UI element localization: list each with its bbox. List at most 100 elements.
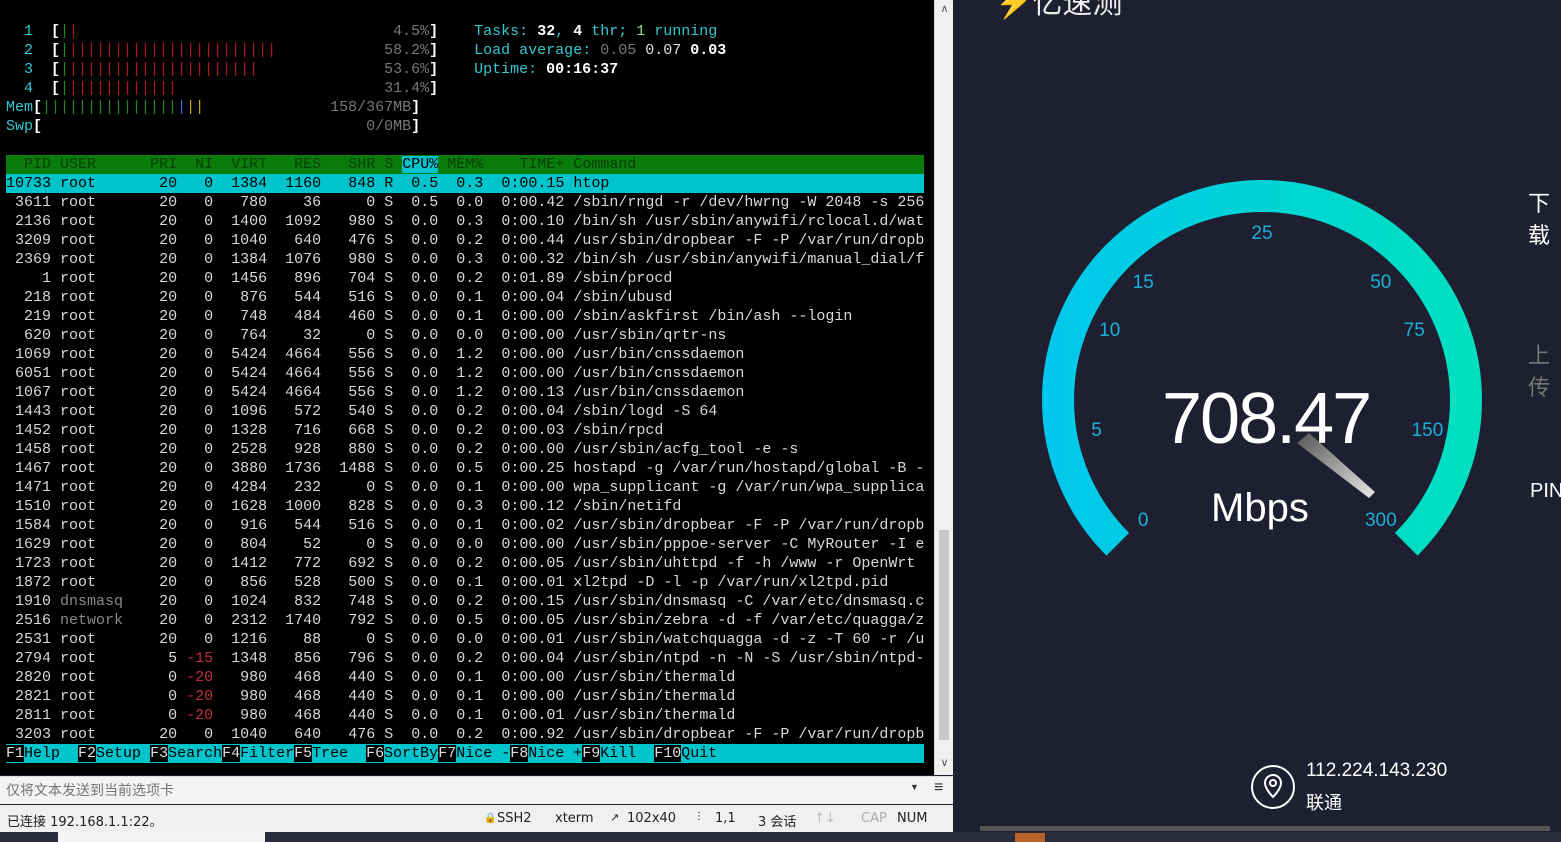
- sep: [564, 574, 573, 591]
- function-key-label[interactable]: Help: [24, 745, 79, 762]
- process-row[interactable]: 1584 root 20 0 916 544 516 S 0.0 0.1 0:0…: [6, 516, 924, 535]
- cell-command: /usr/sbin/zebra -d -f /var/etc/quagga/z: [573, 612, 924, 629]
- process-row[interactable]: 1443 root 20 0 1096 572 540 S 0.0 0.2 0:…: [6, 402, 924, 421]
- column-header-virt[interactable]: VIRT: [222, 156, 268, 173]
- menu-icon[interactable]: ≡: [934, 779, 944, 796]
- cell-pid: 1: [6, 270, 52, 287]
- process-row[interactable]: 1910 dnsmasq 20 0 1024 832 748 S 0.0 0.2…: [6, 592, 924, 611]
- process-row[interactable]: 10733 root 20 0 1384 1160 848 R 0.5 0.3 …: [6, 174, 924, 193]
- sep: [177, 669, 186, 686]
- function-key-f6[interactable]: F6: [366, 745, 385, 762]
- cpu-meter-1: 1 [|| 4.5%] Tasks: 32, 4 thr; 1 running: [6, 22, 924, 41]
- process-row[interactable]: 218 root 20 0 876 544 516 S 0.0 0.1 0:00…: [6, 288, 924, 307]
- scrollbar-thumb[interactable]: [939, 530, 949, 740]
- process-row[interactable]: 1467 root 20 0 3880 1736 1488 S 0.0 0.5 …: [6, 459, 924, 478]
- sep: [213, 232, 222, 249]
- function-key-label[interactable]: Search: [168, 745, 223, 762]
- send-text-input[interactable]: [6, 780, 896, 802]
- cell-time: 0:00.01: [492, 574, 565, 591]
- process-row[interactable]: 620 root 20 0 764 32 0 S 0.0 0.0 0:00.00…: [6, 326, 924, 345]
- cell-ni: -15: [186, 650, 214, 667]
- process-row[interactable]: 2821 root 0 -20 980 468 440 S 0.0 0.1 0:…: [6, 687, 924, 706]
- column-header-cpu[interactable]: CPU%: [402, 156, 439, 173]
- process-row[interactable]: 1872 root 20 0 856 528 500 S 0.0 0.1 0:0…: [6, 573, 924, 592]
- process-row[interactable]: 1471 root 20 0 4284 232 0 S 0.0 0.1 0:00…: [6, 478, 924, 497]
- function-key-label[interactable]: Filter: [240, 745, 295, 762]
- function-key-f7[interactable]: F7: [438, 745, 457, 762]
- process-row[interactable]: 6051 root 20 0 5424 4664 556 S 0.0 1.2 0…: [6, 364, 924, 383]
- cell-cpu: 0.0: [402, 460, 439, 477]
- process-row[interactable]: 1067 root 20 0 5424 4664 556 S 0.0 1.2 0…: [6, 383, 924, 402]
- cell-pid: 2516: [6, 612, 52, 629]
- function-key-f9[interactable]: F9: [582, 745, 601, 762]
- sep: [438, 194, 447, 211]
- process-row[interactable]: 3611 root 20 0 780 36 0 S 0.5 0.0 0:00.4…: [6, 193, 924, 212]
- cell-command: /usr/bin/cnssdaemon: [573, 384, 745, 401]
- function-key-label[interactable]: Tree: [312, 745, 367, 762]
- process-row[interactable]: 3209 root 20 0 1040 640 476 S 0.0 0.2 0:…: [6, 231, 924, 250]
- sep: [213, 289, 222, 306]
- function-key-label[interactable]: Nice -: [456, 745, 511, 762]
- sep: [438, 669, 447, 686]
- column-header-pid[interactable]: PID: [6, 156, 52, 173]
- cell-cpu: 0.0: [402, 498, 439, 515]
- isp-name: 联通: [1306, 793, 1342, 813]
- process-row[interactable]: 2811 root 0 -20 980 468 440 S 0.0 0.1 0:…: [6, 706, 924, 725]
- process-row[interactable]: 2531 root 20 0 1216 88 0 S 0.0 0.0 0:00.…: [6, 630, 924, 649]
- cell-virt: 5424: [222, 346, 268, 363]
- process-row[interactable]: 1510 root 20 0 1628 1000 828 S 0.0 0.3 0…: [6, 497, 924, 516]
- process-row[interactable]: 1452 root 20 0 1328 716 668 S 0.0 0.2 0:…: [6, 421, 924, 440]
- function-key-label[interactable]: Kill: [600, 745, 655, 762]
- function-key-label[interactable]: Nice +: [528, 745, 583, 762]
- function-key-f1[interactable]: F1: [6, 745, 25, 762]
- scroll-down-arrow-icon[interactable]: ∨: [940, 757, 949, 769]
- function-key-label[interactable]: Setup: [96, 745, 151, 762]
- process-row[interactable]: 2820 root 0 -20 980 468 440 S 0.0 0.1 0:…: [6, 668, 924, 687]
- function-key-f8[interactable]: F8: [510, 745, 529, 762]
- cell-ni: 0: [186, 555, 214, 572]
- column-header-ni[interactable]: NI: [186, 156, 214, 173]
- cell-user: root: [60, 346, 142, 363]
- process-row[interactable]: 3203 root 20 0 1040 640 476 S 0.0 0.2 0:…: [6, 725, 924, 744]
- scroll-up-arrow-icon[interactable]: ∧: [940, 3, 949, 15]
- dropdown-arrow-icon[interactable]: ▼: [910, 782, 919, 792]
- column-header-command[interactable]: Command: [573, 156, 637, 173]
- function-key-f3[interactable]: F3: [150, 745, 169, 762]
- function-key-label[interactable]: Quit: [681, 745, 718, 762]
- terminal-scrollbar[interactable]: ∧ ∨: [934, 0, 953, 775]
- process-row[interactable]: 2516 network 20 0 2312 1740 792 S 0.0 0.…: [6, 611, 924, 630]
- process-row[interactable]: 1723 root 20 0 1412 772 692 S 0.0 0.2 0:…: [6, 554, 924, 573]
- sep: [267, 574, 276, 591]
- function-key-label[interactable]: SortBy: [384, 745, 439, 762]
- process-row[interactable]: 2369 root 20 0 1384 1076 980 S 0.0 0.3 0…: [6, 250, 924, 269]
- terminal-window[interactable]: 1 [|| 4.5%] Tasks: 32, 4 thr; 1 running …: [0, 0, 934, 775]
- process-row[interactable]: 2794 root 5 -15 1348 856 796 S 0.0 0.2 0…: [6, 649, 924, 668]
- process-row[interactable]: 219 root 20 0 748 484 460 S 0.0 0.1 0:00…: [6, 307, 924, 326]
- sep: [483, 669, 492, 686]
- pad: [258, 61, 384, 78]
- cell-time: 0:00.05: [492, 612, 565, 629]
- column-header-state[interactable]: S: [384, 156, 394, 173]
- column-header-shr[interactable]: SHR: [330, 156, 376, 173]
- sep: [321, 726, 330, 743]
- process-row[interactable]: 1458 root 20 0 2528 928 880 S 0.0 0.2 0:…: [6, 440, 924, 459]
- column-header-pri[interactable]: PRI: [150, 156, 178, 173]
- cell-cpu: 0.0: [402, 308, 439, 325]
- sep: [564, 384, 573, 401]
- process-row[interactable]: 1069 root 20 0 5424 4664 556 S 0.0 1.2 0…: [6, 345, 924, 364]
- function-key-f4[interactable]: F4: [222, 745, 241, 762]
- sep: [321, 346, 330, 363]
- cell-state: S: [384, 384, 394, 401]
- function-key-f2[interactable]: F2: [78, 745, 97, 762]
- cell-pid: 10733: [6, 175, 52, 192]
- function-key-f5[interactable]: F5: [294, 745, 313, 762]
- process-row[interactable]: 1 root 20 0 1456 896 704 S 0.0 0.2 0:01.…: [6, 269, 924, 288]
- column-header-time[interactable]: TIME+: [492, 156, 565, 173]
- column-header-mem[interactable]: MEM%: [447, 156, 484, 173]
- process-row[interactable]: 2136 root 20 0 1400 1092 980 S 0.0 0.3 0…: [6, 212, 924, 231]
- function-key-f10[interactable]: F10: [654, 745, 682, 762]
- meter-value: 53.6%: [384, 61, 430, 78]
- column-header-res[interactable]: RES: [276, 156, 322, 173]
- process-row[interactable]: 1629 root 20 0 804 52 0 S 0.0 0.0 0:00.0…: [6, 535, 924, 554]
- column-header-user[interactable]: USER: [60, 156, 142, 173]
